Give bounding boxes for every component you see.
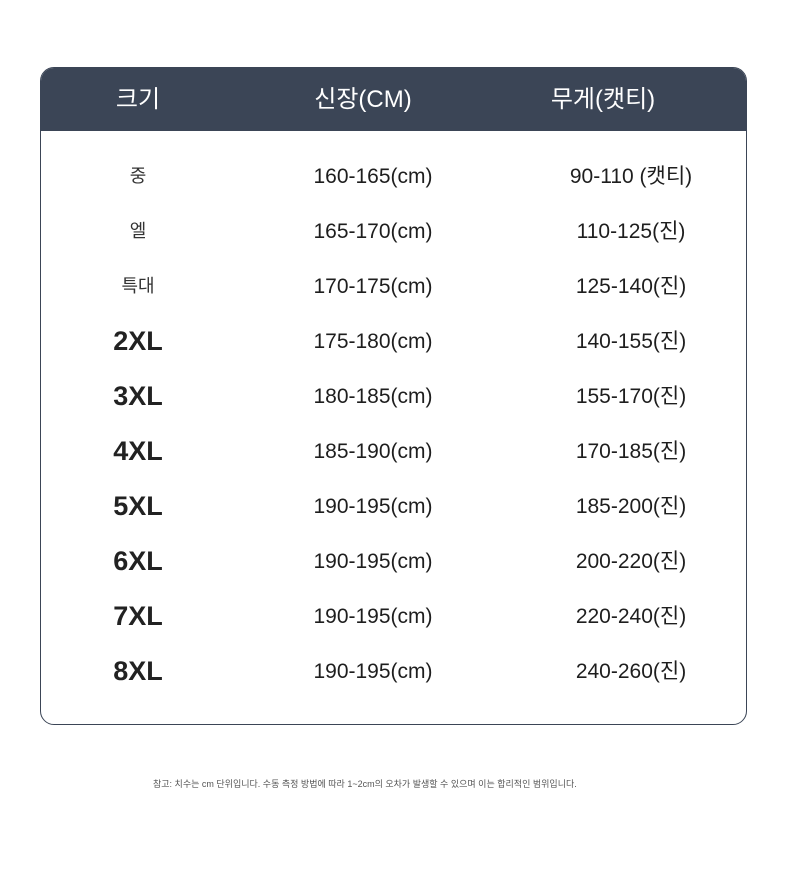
cell-size: 중 [129,166,147,186]
cell-weight: 200-220(진) [575,550,687,573]
cell-size: 특대 [121,276,155,296]
table-row: 엘 165-170(cm) 110-125(진) [41,204,746,259]
cell-height: 175-180(cm) [313,330,433,353]
table-row: 7XL 190-195(cm) 220-240(진) [41,589,746,644]
cell-weight: 220-240(진) [575,605,687,628]
cell-weight: 185-200(진) [575,495,687,518]
cell-weight: 240-260(진) [575,660,687,683]
cell-size: 2XL [113,326,163,356]
table-row: 4XL 185-190(cm) 170-185(진) [41,424,746,479]
cell-size: 4XL [113,436,163,466]
cell-height: 160-165(cm) [313,165,433,188]
cell-size: 8XL [113,656,163,686]
table-row: 중 160-165(cm) 90-110 (캣티) [41,149,746,204]
cell-weight: 110-125(진) [576,220,686,243]
cell-height: 170-175(cm) [313,275,433,298]
cell-weight: 155-170(진) [575,385,687,408]
table-row: 특대 170-175(cm) 125-140(진) [41,259,746,314]
header-height: 신장(CM) [314,86,412,113]
table-row: 6XL 190-195(cm) 200-220(진) [41,534,746,589]
table-row: 3XL 180-185(cm) 155-170(진) [41,369,746,424]
cell-height: 190-195(cm) [313,550,433,573]
cell-size: 3XL [113,381,163,411]
header-weight: 무게(캣티) [550,86,656,113]
header-size: 크기 [115,86,161,113]
cell-weight: 90-110 (캣티) [569,165,693,188]
size-chart-table: 크기 신장(CM) 무게(캣티) 중 160-165(cm) 90-110 (캣티)… [40,67,747,725]
cell-height: 190-195(cm) [313,495,433,518]
footnote: 참고: 치수는 cm 단위입니다. 수동 측정 방법에 따라 1~2cm의 오차… [153,779,577,789]
cell-size: 엘 [129,221,147,241]
cell-height: 185-190(cm) [313,440,433,463]
cell-weight: 170-185(진) [575,440,687,463]
cell-weight: 125-140(진) [575,275,687,298]
cell-size: 5XL [113,491,163,521]
cell-height: 180-185(cm) [313,385,433,408]
table-row: 5XL 190-195(cm) 185-200(진) [41,479,746,534]
cell-height: 190-195(cm) [313,605,433,628]
cell-height: 165-170(cm) [313,220,433,243]
cell-height: 190-195(cm) [313,660,433,683]
table-header: 크기 신장(CM) 무게(캣티) [41,68,746,131]
table-row: 2XL 175-180(cm) 140-155(진) [41,314,746,369]
cell-size: 6XL [113,546,163,576]
cell-size: 7XL [113,601,163,631]
table-row: 8XL 190-195(cm) 240-260(진) [41,644,746,699]
cell-weight: 140-155(진) [575,330,687,353]
